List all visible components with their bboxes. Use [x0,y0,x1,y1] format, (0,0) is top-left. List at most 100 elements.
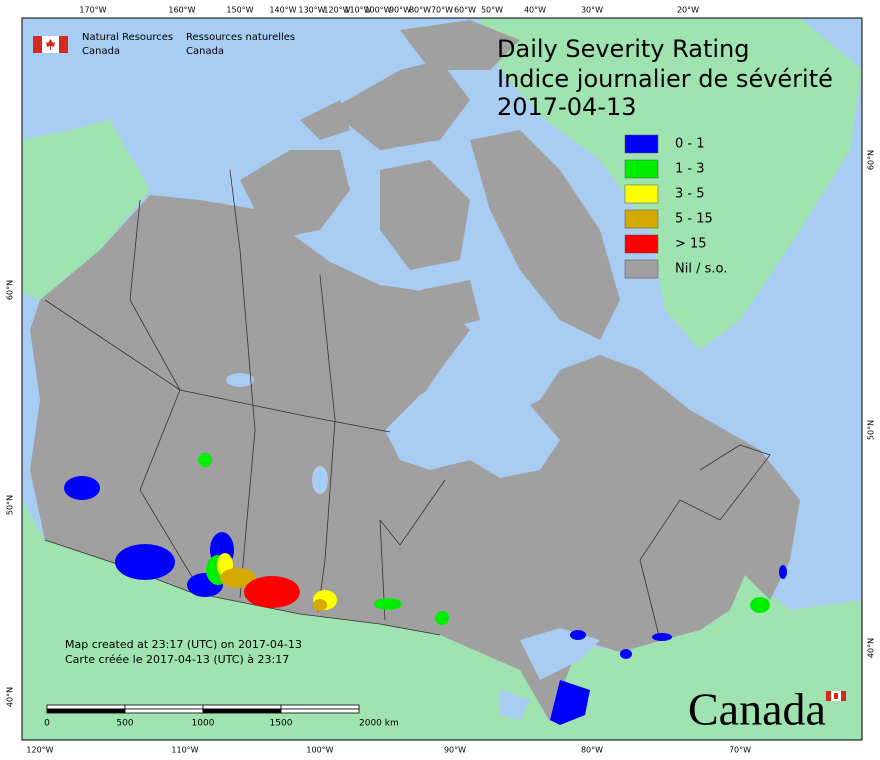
legend-swatch [624,184,659,204]
latitude-label: 40°N [6,687,15,707]
agency-signature: Natural Resources Canada Ressources natu… [33,32,295,57]
longitude-label: 70°W [729,746,751,755]
date: 2017-04-13 [497,93,636,121]
title: Daily Severity Rating [497,35,749,63]
island [240,150,350,240]
flag-bar [826,691,831,701]
patch [750,597,770,613]
patch [435,611,449,625]
borders [44,169,771,641]
longitude-label: 30°W [581,6,603,15]
scale-segment [124,704,204,710]
latitude-label: 50°N [6,495,15,515]
legend-swatch [624,134,659,154]
latitude-label: 50°N [867,420,876,440]
lake [500,690,530,720]
maple-leaf [46,39,55,50]
graticule-labels: 170°W 160°W 150°W 140°W 130°W120°W110°W100°W… [6,6,876,755]
hudson-bay [385,372,560,478]
patch [115,544,175,580]
longitude-label: 20°W [677,6,699,15]
patch [64,476,100,500]
patch [779,565,787,579]
maple-leaf [834,693,838,699]
island [400,20,520,70]
scale-segment [46,704,126,710]
scale-label: 1000 [192,719,215,729]
scale-segment [202,708,282,714]
alaska [22,120,150,300]
credit: Map created at 23:17 (UTC) on 2017-04-13 [65,638,302,651]
scale-label: 2000 km [359,719,399,729]
longitude-label: 90°W [444,746,466,755]
arctic-islands [240,20,620,340]
title-fr: Indice journalier de sévérité [497,65,833,93]
frame-border [21,17,863,741]
longitude-label: 100°W [306,746,333,755]
island [380,160,470,270]
lake [312,466,328,494]
latitude-label: 60°N [867,150,876,170]
legend-label: > 15 [675,237,707,252]
island [420,280,480,330]
longitude-label: 50°W [481,6,503,15]
patch [570,630,586,640]
scale-bar: 0 500 1000 1500 2000 km [44,704,399,729]
longitude-label: 60°W [454,6,476,15]
agency-fr: Canada [186,46,224,57]
flag-bar [841,691,846,701]
patch [198,453,212,467]
greenland [480,18,862,350]
legend-swatch [624,159,659,179]
border [639,444,771,641]
border [229,169,256,599]
severity-patches [64,453,787,725]
longitude-label: 140°W [269,6,296,15]
longitude-label: 160°W [168,6,195,15]
longitude-label: 120°W [323,6,350,15]
wordmark: Canada [688,684,826,735]
patch [220,568,256,588]
patch [550,680,590,725]
patch [313,599,327,611]
agency-en: Natural Resources [82,32,173,43]
legend-label: 1 - 3 [675,162,705,177]
longitude-label: 100°W [364,6,391,15]
longitude-label: 130°W [298,6,325,15]
united-states [22,500,862,740]
legend-swatch [624,259,659,279]
longitude-label: 170°W [79,6,106,15]
scale-segment [280,704,360,710]
patch [244,576,300,608]
border [317,274,336,613]
flag-bar [59,36,68,53]
patch [652,633,672,641]
longitude-label: 80°W [581,746,603,755]
scale-segment [46,708,126,714]
canada-wordmark: Canada [688,684,846,735]
scale-segment [202,704,282,710]
longitude-label: 110°W [344,6,371,15]
island [300,100,350,140]
flag-bar [33,36,42,53]
patch [374,598,402,610]
patch [620,649,632,659]
longitude-label: 150°W [226,6,253,15]
island [330,60,470,150]
longitude-label: 80°W [409,6,431,15]
border [379,479,446,546]
lake [520,628,600,680]
baffin-island [470,130,620,340]
longitude-label: 120°W [26,746,53,755]
border [139,389,201,591]
border [129,199,181,391]
border [44,299,391,433]
scale-label: 1500 [270,719,293,729]
map-frame [21,17,863,741]
border [44,539,441,636]
longitude-label: 70°W [431,6,453,15]
scale-segment [280,708,360,714]
agency-fr: Ressources naturelles [186,32,295,43]
legend-swatch [624,209,659,229]
legend-swatch [624,234,659,254]
